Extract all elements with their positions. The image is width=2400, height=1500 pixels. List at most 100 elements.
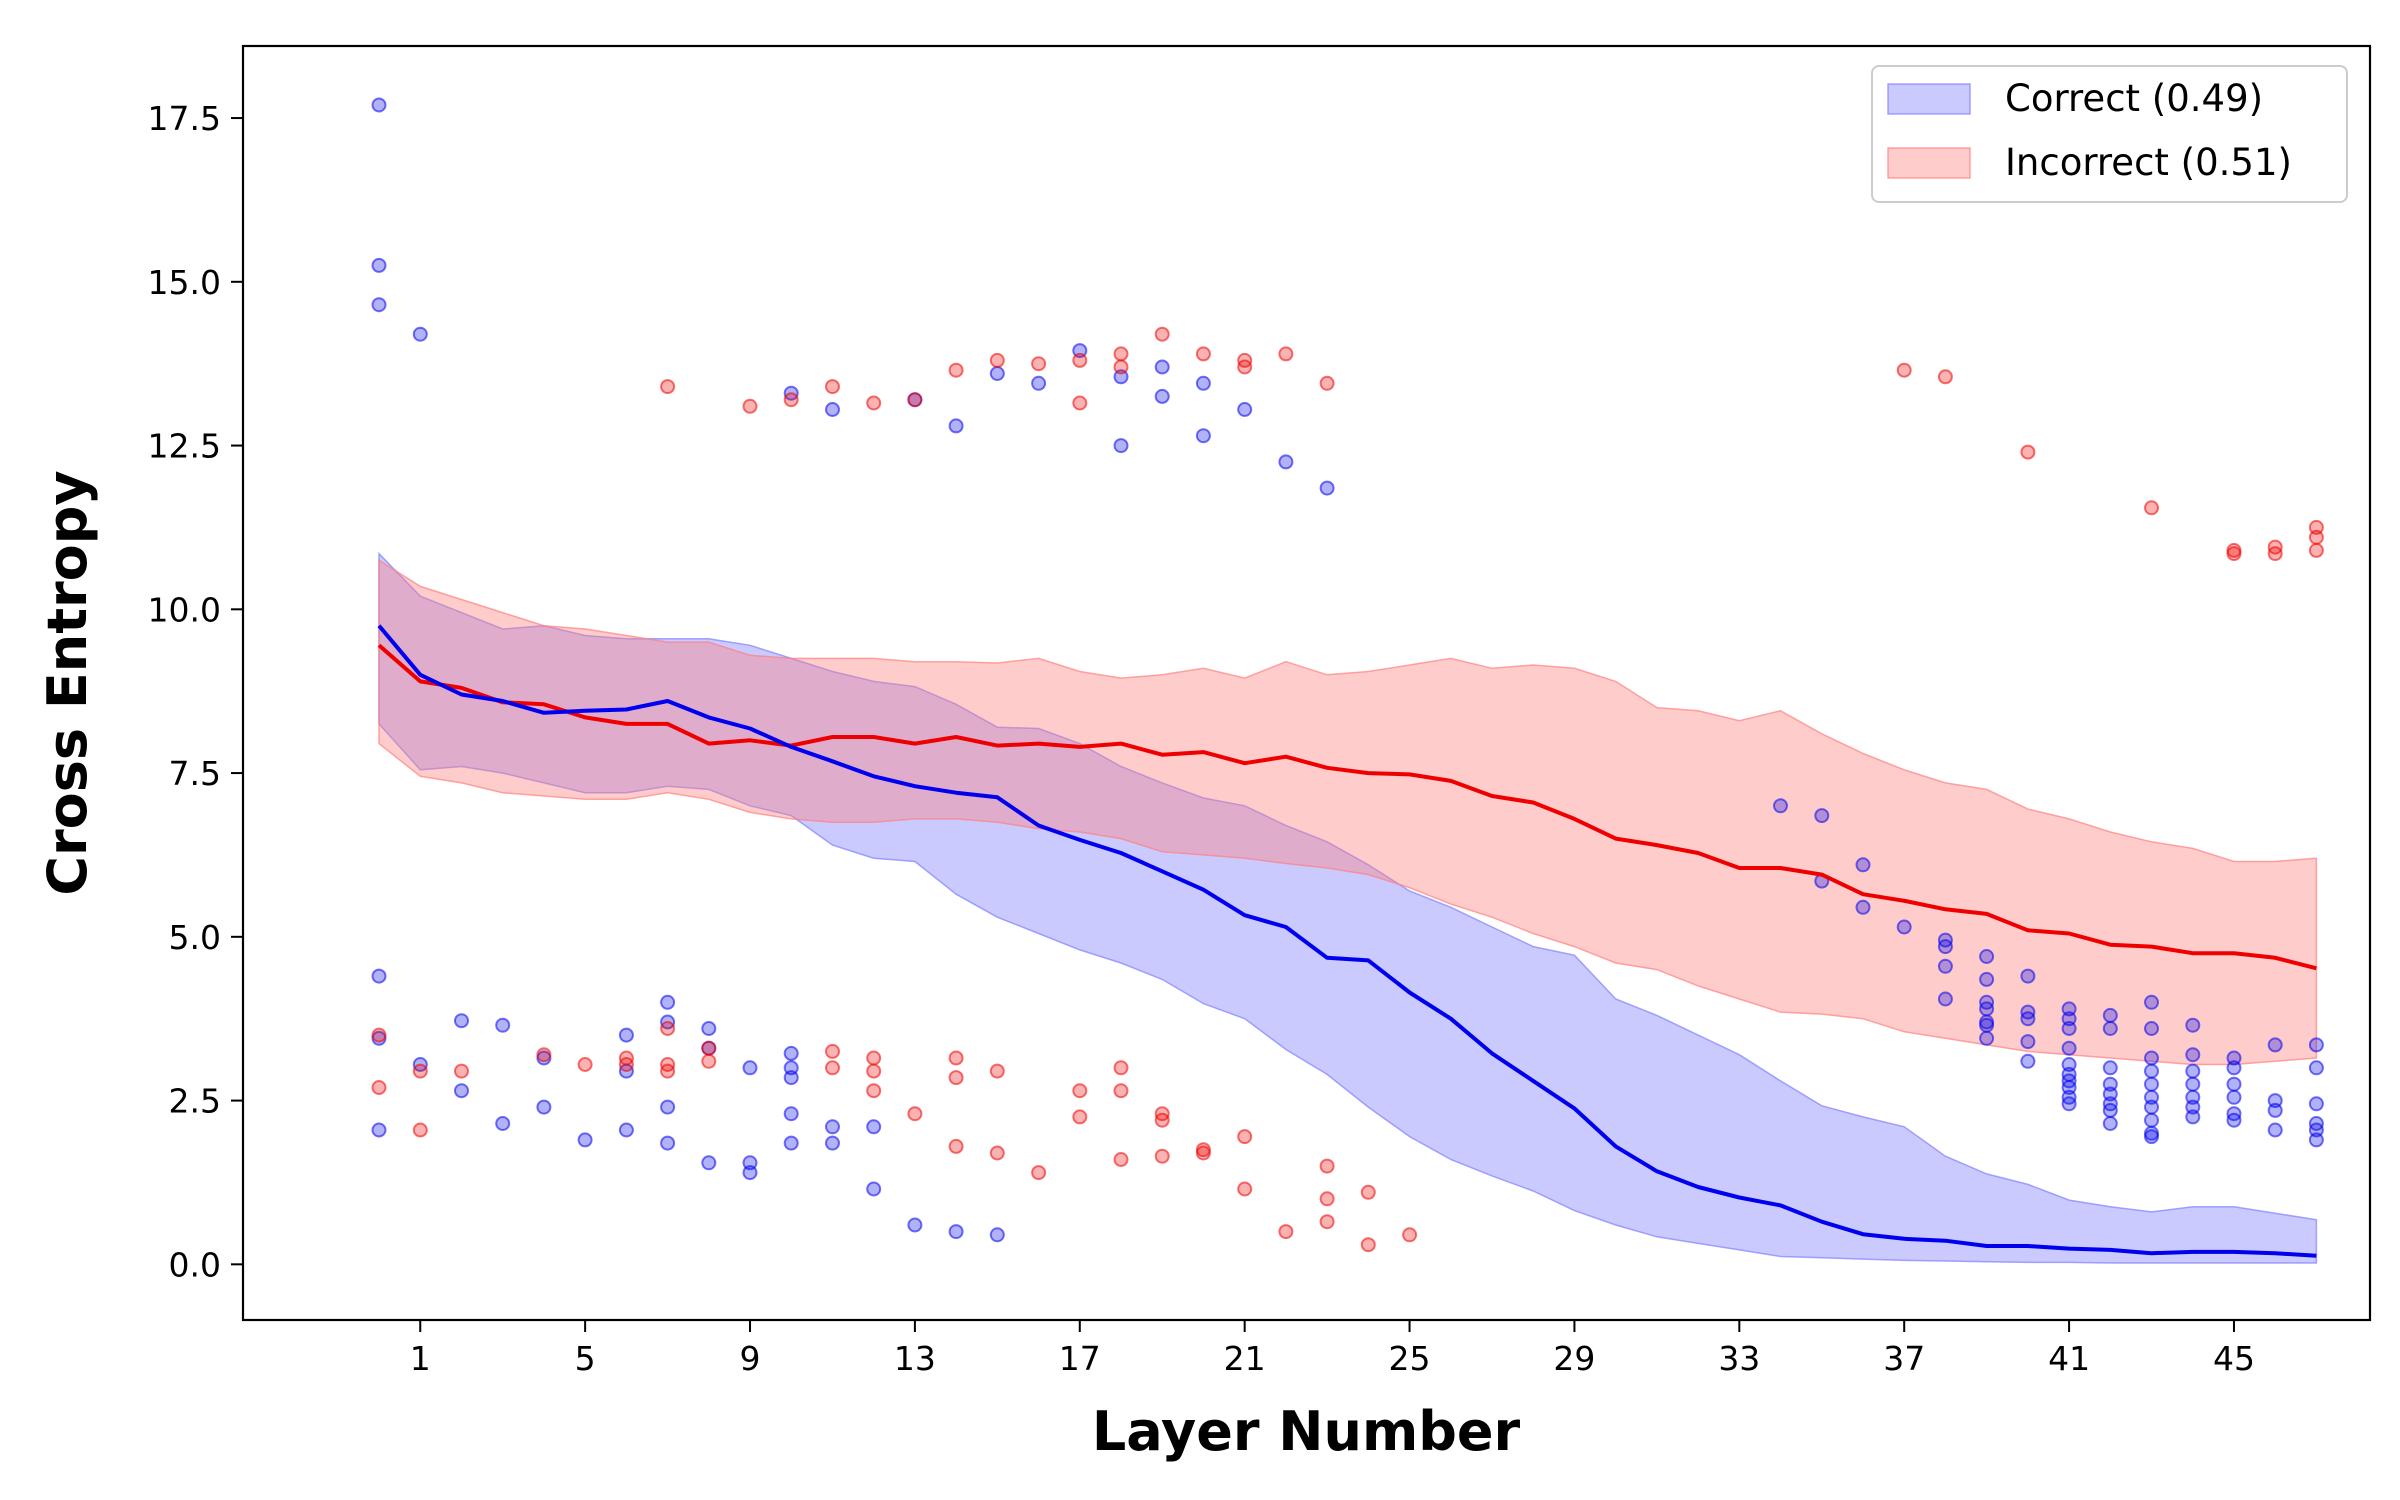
correct-outlier-point xyxy=(2144,1050,2159,1066)
x-tick-label: 9 xyxy=(740,1339,761,1378)
x-axis: 1 5 9 13 17 21 25 29 33 37 41 45 xyxy=(410,1320,2255,1378)
correct-outlier-point xyxy=(371,297,387,313)
correct-outlier-point xyxy=(1031,375,1047,391)
incorrect-outlier-point xyxy=(1896,362,1912,378)
incorrect-outlier-point xyxy=(1072,1109,1088,1125)
correct-outlier-point xyxy=(1773,798,1788,814)
correct-mean-line xyxy=(377,624,2317,1258)
correct-outlier-point xyxy=(783,1106,799,1122)
correct-outlier-point xyxy=(618,1122,634,1138)
correct-outlier-point xyxy=(2185,1076,2201,1092)
correct-outlier-point xyxy=(2144,1099,2159,1115)
incorrect-outlier-point xyxy=(1360,1184,1376,1200)
incorrect-outlier-point xyxy=(660,1021,676,1036)
correct-outlier-point xyxy=(1937,991,1953,1007)
incorrect-outlier-point xyxy=(1360,1237,1376,1253)
correct-outlier-point xyxy=(2308,1037,2324,1053)
correct-outlier-point xyxy=(866,1119,882,1135)
incorrect-outlier-point xyxy=(948,1050,964,1066)
incorrect-outlier-point xyxy=(907,392,923,408)
incorrect-outlier-point xyxy=(2267,546,2283,562)
incorrect-outlier-point xyxy=(866,1083,882,1099)
correct-outlier-point xyxy=(1154,359,1170,375)
correct-outlier-point xyxy=(1979,971,1995,987)
outlier-points xyxy=(371,97,2324,1253)
y-tick-label: 7.5 xyxy=(169,754,221,793)
correct-outlier-point xyxy=(1237,402,1253,417)
y-axis-title: Cross Entropy xyxy=(36,470,99,895)
incorrect-outlier-point xyxy=(660,379,676,395)
x-tick-label: 25 xyxy=(1389,1339,1431,1378)
incorrect-outlier-point xyxy=(1113,1152,1129,1167)
correct-outlier-point xyxy=(618,1027,634,1043)
correct-outlier-point xyxy=(1979,1017,1995,1033)
correct-outlier-point xyxy=(948,1224,964,1240)
x-axis-title: Layer Number xyxy=(1092,1400,1521,1463)
y-tick-label: 5.0 xyxy=(169,918,221,957)
correct-outlier-point xyxy=(2102,1060,2118,1076)
correct-outlier-point xyxy=(2102,1102,2118,1118)
x-tick-label: 5 xyxy=(575,1339,596,1378)
correct-band xyxy=(378,551,2318,1264)
incorrect-outlier-point xyxy=(577,1057,593,1072)
correct-outlier-point xyxy=(1319,480,1335,496)
y-tick-label: 17.5 xyxy=(148,99,221,138)
x-tick-label: 21 xyxy=(1224,1339,1266,1378)
incorrect-outlier-point xyxy=(948,1070,964,1086)
mean-lines xyxy=(377,624,2317,1258)
correct-outlier-point xyxy=(1979,949,1995,964)
incorrect-outlier-point xyxy=(371,1027,387,1043)
correct-outlier-point xyxy=(2226,1112,2242,1128)
incorrect-outlier-point xyxy=(2308,542,2324,558)
incorrect-outlier-point xyxy=(1237,359,1253,375)
correct-outlier-point xyxy=(1154,388,1170,404)
correct-outlier-point xyxy=(2144,1076,2159,1092)
correct-outlier-point xyxy=(1979,1030,1995,1046)
incorrect-outlier-point xyxy=(1319,1214,1335,1230)
legend-label-incorrect: Incorrect (0.51) xyxy=(2005,141,2292,184)
correct-outlier-point xyxy=(371,257,387,273)
correct-outlier-point xyxy=(2061,1040,2077,1056)
correct-outlier-point xyxy=(2144,1063,2159,1079)
legend-label-correct: Correct (0.49) xyxy=(2005,77,2263,120)
incorrect-outlier-point xyxy=(660,1063,676,1079)
y-tick-label: 10.0 xyxy=(148,590,221,629)
correct-outlier-point xyxy=(660,1099,676,1115)
correct-outlier-point xyxy=(825,1135,840,1151)
incorrect-outlier-point xyxy=(536,1047,552,1063)
correct-outlier-point xyxy=(1113,438,1129,454)
incorrect-outlier-point xyxy=(948,1138,964,1154)
incorrect-outlier-point xyxy=(825,1043,840,1059)
correct-outlier-point xyxy=(536,1099,552,1115)
correct-outlier-point xyxy=(495,1017,511,1033)
incorrect-outlier-point xyxy=(1319,375,1335,391)
y-tick-label: 15.0 xyxy=(148,263,221,302)
x-tick-label: 17 xyxy=(1059,1339,1101,1378)
correct-outlier-point xyxy=(2144,1112,2159,1128)
correct-outlier-point xyxy=(1278,454,1294,470)
incorrect-outlier-point xyxy=(825,1060,840,1076)
incorrect-outlier-point xyxy=(1154,1148,1170,1164)
y-tick-label: 0.0 xyxy=(169,1245,221,1284)
correct-outlier-point xyxy=(2102,1007,2118,1023)
incorrect-outlier-point xyxy=(2308,529,2324,545)
correct-outlier-point xyxy=(2061,1096,2077,1112)
correct-outlier-point xyxy=(1814,808,1830,824)
incorrect-outlier-point xyxy=(1072,352,1088,368)
incorrect-outlier-point xyxy=(866,1050,882,1066)
incorrect-outlier-point xyxy=(1113,346,1129,362)
correct-outlier-point xyxy=(2185,1017,2201,1033)
confidence-bands xyxy=(378,551,2318,1264)
correct-outlier-point xyxy=(577,1132,593,1148)
correct-outlier-point xyxy=(1855,899,1871,915)
incorrect-outlier-point xyxy=(1937,369,1953,385)
incorrect-outlier-point xyxy=(412,1122,428,1138)
incorrect-outlier-point xyxy=(1195,1145,1211,1161)
y-tick-label: 12.5 xyxy=(148,427,221,466)
incorrect-outlier-point xyxy=(783,392,799,408)
correct-outlier-point xyxy=(2061,1021,2077,1036)
correct-outlier-point xyxy=(1979,1001,1995,1017)
incorrect-outlier-point xyxy=(1278,346,1294,362)
correct-outlier-point xyxy=(495,1116,511,1131)
